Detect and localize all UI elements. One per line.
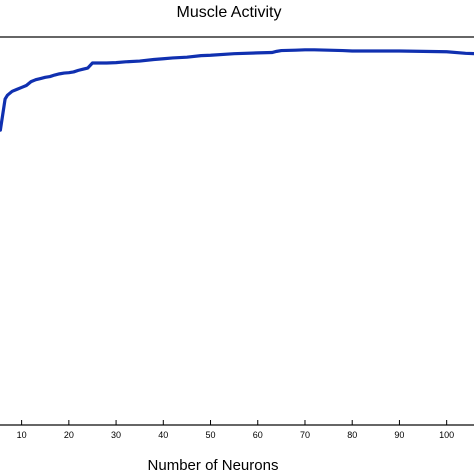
series-line-muscle-activity (0, 48, 474, 132)
x-tick-label: 100 (439, 430, 454, 440)
x-axis-label: Number of Neurons (148, 457, 279, 474)
x-tick-label: 40 (158, 430, 168, 440)
chart-title: Muscle Activity (177, 4, 282, 21)
x-tick-label: 30 (111, 430, 121, 440)
x-tick-label: 70 (300, 430, 310, 440)
x-axis-ticks: 10 20 30 40 50 60 70 80 90 100 (17, 420, 454, 440)
x-tick-label: 50 (206, 430, 216, 440)
x-tick-label: 10 (17, 430, 27, 440)
x-tick-label: 90 (394, 430, 404, 440)
x-tick-label: 80 (347, 430, 357, 440)
plot-frame (0, 36, 474, 426)
x-tick-label: 20 (64, 430, 74, 440)
x-tick-label: 60 (253, 430, 263, 440)
